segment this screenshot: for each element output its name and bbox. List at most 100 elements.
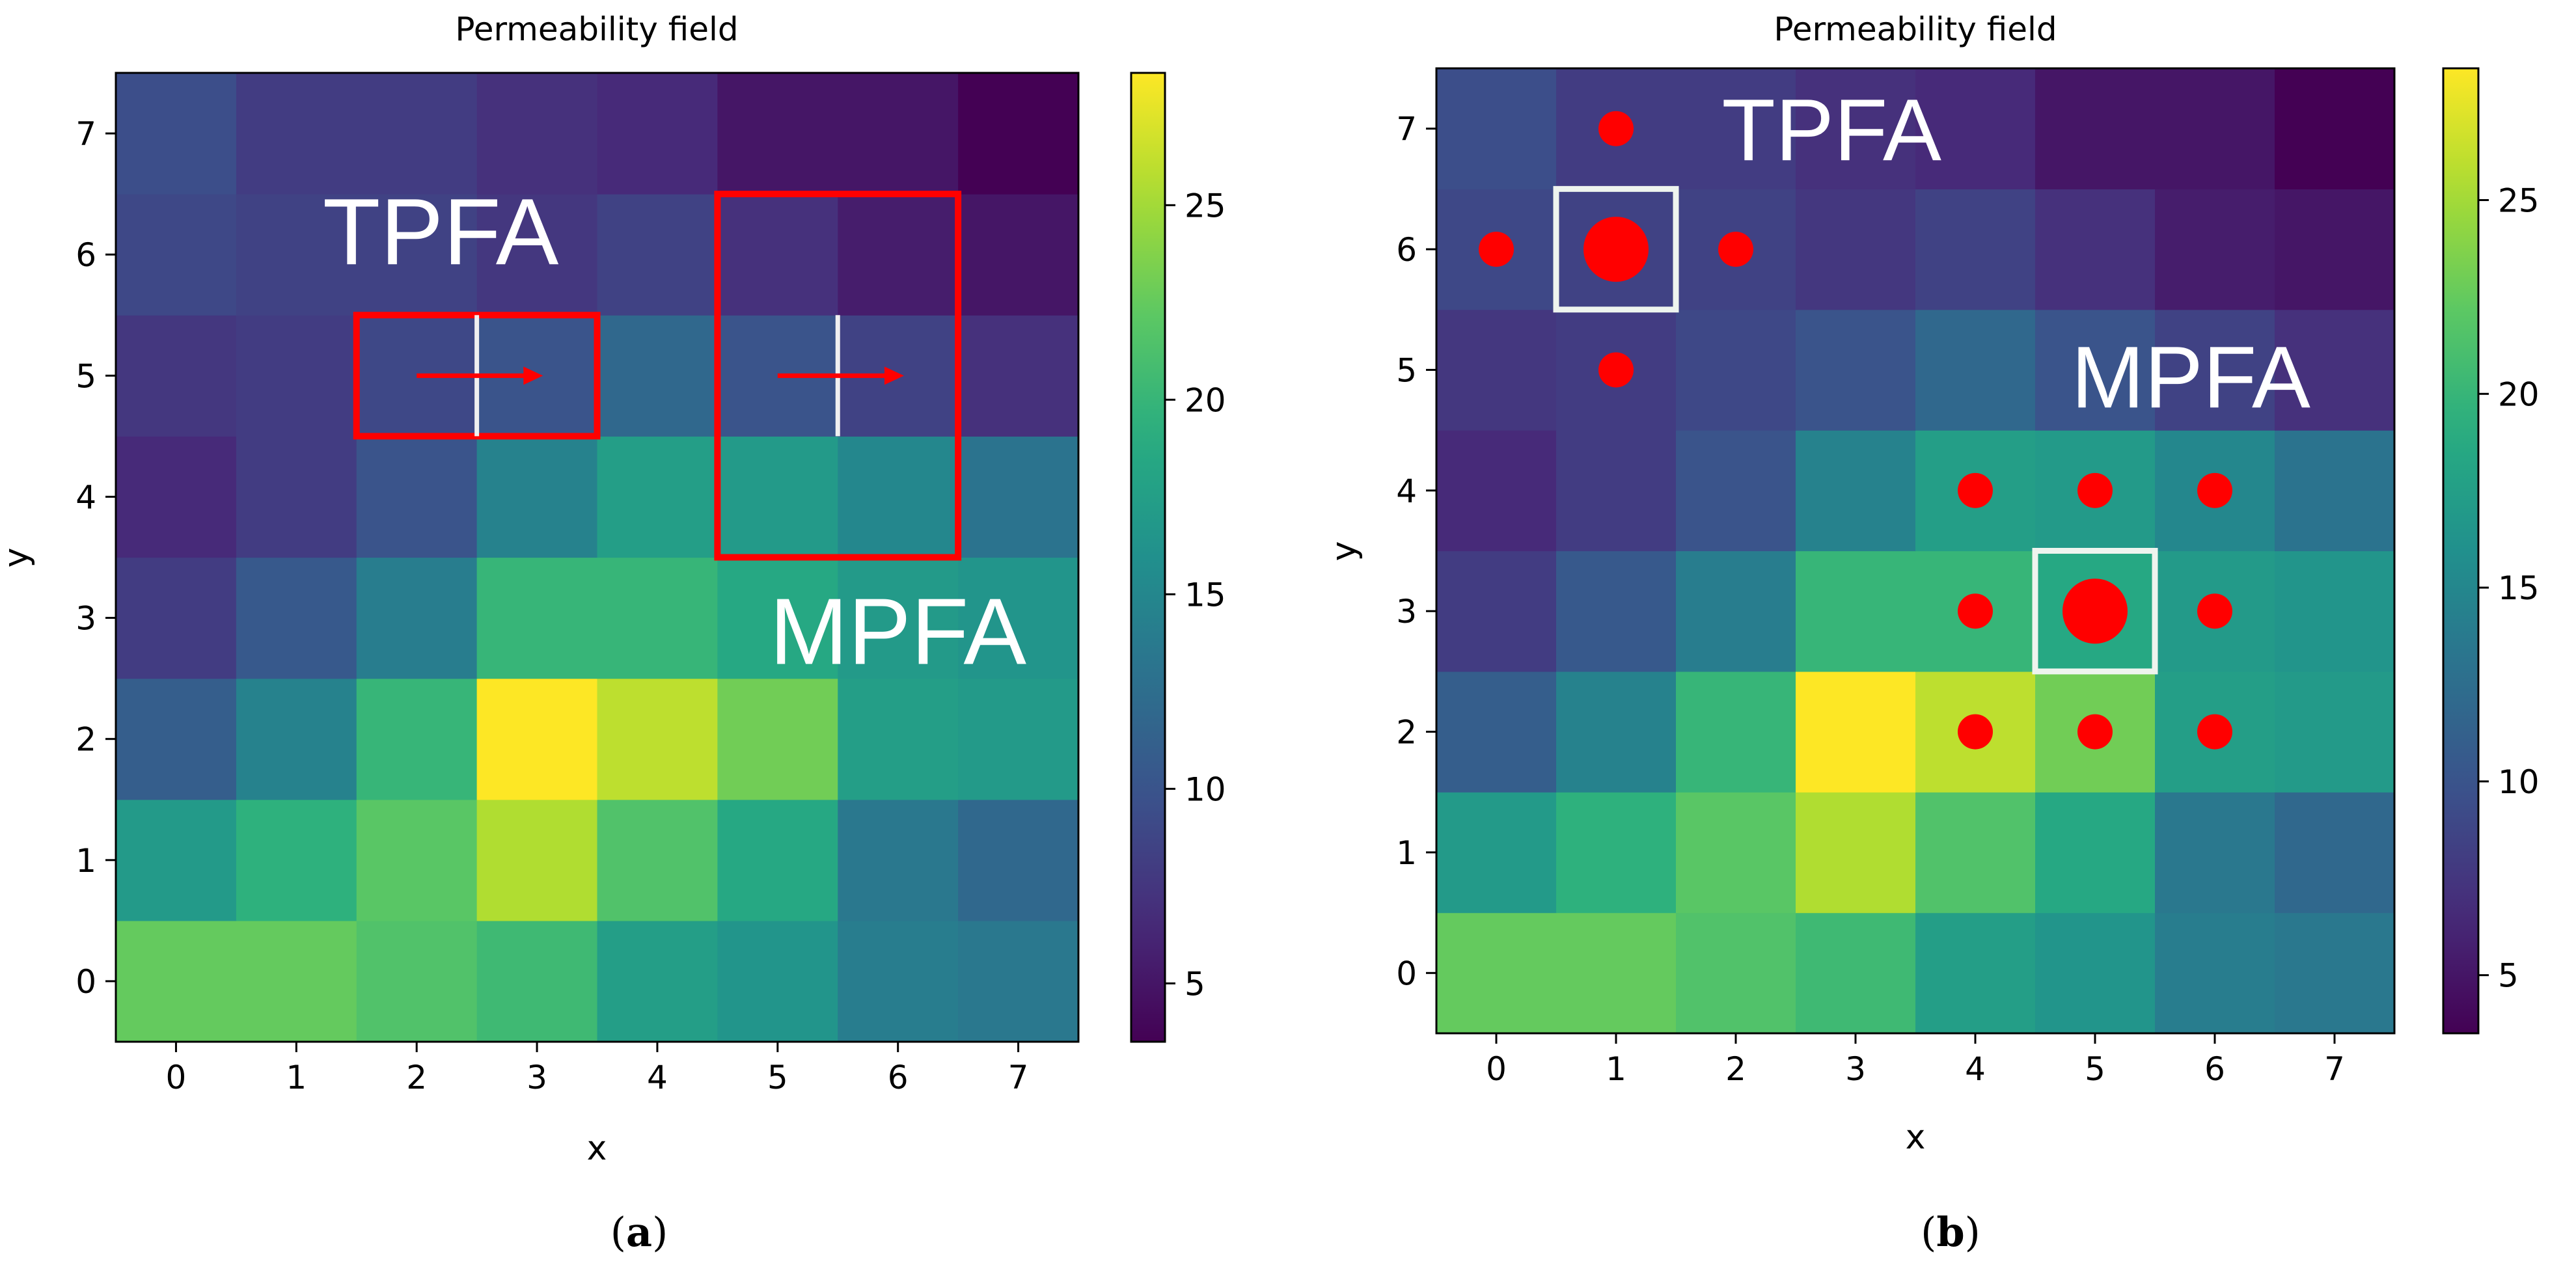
heatmap-cell [2035, 68, 2156, 189]
heatmap-cell [356, 678, 478, 800]
heatmap-cell [2155, 912, 2275, 1034]
heatmap-cell [717, 557, 838, 679]
heatmap-cell [1796, 68, 1916, 189]
colorbar [2442, 67, 2480, 1035]
heatmap-cell [717, 73, 838, 195]
heatmap-cell [2035, 309, 2156, 431]
heatmap-cell [1796, 430, 1916, 552]
heatmap-cell [236, 436, 357, 558]
heatmap-cell [116, 799, 237, 921]
y-tick-label: 2 [1396, 714, 1417, 752]
annotations: TPFA MPFA [323, 179, 1026, 684]
colorbar-tick-label: 15 [2498, 569, 2540, 607]
mpfa-label: MPFA [2071, 328, 2310, 426]
heatmap-cell [116, 920, 237, 1042]
heatmap-cell [958, 557, 1079, 679]
heatmap-cell [1676, 309, 1796, 431]
heatmap-cell [1556, 430, 1677, 552]
heatmap-cell [116, 678, 237, 800]
heatmap-cell [356, 557, 478, 679]
heatmap-cell [1676, 792, 1796, 914]
heatmap-cell [717, 920, 838, 1042]
heatmap-cell [1676, 68, 1796, 189]
x-axis-label: x [587, 1129, 607, 1168]
heatmap-cell [2275, 189, 2395, 310]
heatmap-cell [838, 194, 959, 316]
y-tick-label: 0 [1396, 955, 1417, 992]
heatmap-cell [958, 436, 1079, 558]
mpfa-stencil-box [714, 191, 962, 561]
heatmap-cell [597, 436, 718, 558]
heatmap-cell [236, 799, 357, 921]
heatmap-cell [2035, 792, 2156, 914]
heatmap-cell [236, 920, 357, 1042]
heatmap-cell [1915, 309, 2036, 431]
caption-letter: b [1936, 1208, 1964, 1256]
heatmap-cell [1915, 68, 2036, 189]
heatmap-cell [356, 436, 478, 558]
tpfa-label: TPFA [323, 179, 559, 284]
heatmap-cell [1676, 430, 1796, 552]
heatmap-cell [1436, 792, 1557, 914]
heatmap-cell [2035, 189, 2156, 310]
mpfa-label: MPFA [769, 578, 1026, 684]
y-tick-label: 6 [75, 236, 96, 274]
x-tick-label: 2 [406, 1059, 427, 1096]
heatmap-cell [236, 557, 357, 679]
y-tick-label: 1 [75, 842, 96, 880]
heatmap-cell [717, 678, 838, 800]
colorbar-tick-label: 10 [1185, 770, 1226, 808]
flux-arrow-head [523, 366, 543, 385]
heatmap-cell [2155, 68, 2275, 189]
heatmap-cell [1676, 912, 1796, 1034]
chart-title: Permeability field [455, 10, 738, 48]
stencil-point [2077, 714, 2113, 750]
heatmap-cell [2275, 309, 2395, 431]
y-tick-label: 4 [75, 478, 96, 516]
heatmap-cell [1915, 912, 2036, 1034]
heatmap-cell [236, 73, 357, 195]
x-axis-label: x [1906, 1118, 1926, 1157]
heatmap-cell [2035, 912, 2156, 1034]
heatmap-cell [476, 194, 598, 316]
heatmap-cells [116, 73, 1079, 1042]
heatmap-cell [236, 315, 357, 437]
heatmap-cell [838, 920, 959, 1042]
heatmap-cell [476, 920, 598, 1042]
heatmap-cell [1436, 430, 1557, 552]
caption-open-paren: ( [610, 1208, 626, 1256]
heatmap-cell [1915, 792, 2036, 914]
heatmap-cell [236, 678, 357, 800]
heatmap-cell [116, 436, 237, 558]
heatmap-cell [1796, 550, 1916, 672]
stencil-point [1958, 593, 1993, 629]
heatmap-cell [476, 73, 598, 195]
heatmap-cell [958, 194, 1079, 316]
heatmap-cell [838, 799, 959, 921]
heatmap-cell [356, 799, 478, 921]
colorbar-tick-label: 5 [2498, 957, 2519, 995]
stencil-point [2197, 593, 2232, 629]
annotations: TPFA MPFA [1479, 81, 2310, 750]
heatmap-cell [838, 557, 959, 679]
x-tick-label: 3 [527, 1059, 547, 1096]
heatmap-cell [2275, 792, 2395, 914]
heatmap-cell [1436, 550, 1557, 672]
heatmap-cell [838, 678, 959, 800]
y-axis-label: y [0, 548, 36, 568]
heatmap-cell [356, 194, 478, 316]
heatmap-cell [597, 315, 718, 437]
y-tick-label: 2 [75, 721, 96, 759]
heatmap-cell [2275, 430, 2395, 552]
heatmap-cell [2155, 309, 2275, 431]
x-tick-label: 7 [2324, 1050, 2345, 1088]
heatmap-cell [356, 920, 478, 1042]
x-tick-label: 4 [1965, 1050, 1986, 1088]
colorbar-tick-label: 20 [1185, 381, 1226, 419]
stencil-center-point [1583, 217, 1649, 282]
stencil-point [2197, 714, 2232, 750]
panel-a: Permeability field 0 1 2 3 4 5 6 7 0 1 2 3 4 5 6 7 x y 5 10 1… [0, 10, 1226, 1256]
caption-close-paren: ) [1965, 1208, 1980, 1256]
colorbar-tick-label: 25 [1185, 187, 1226, 224]
